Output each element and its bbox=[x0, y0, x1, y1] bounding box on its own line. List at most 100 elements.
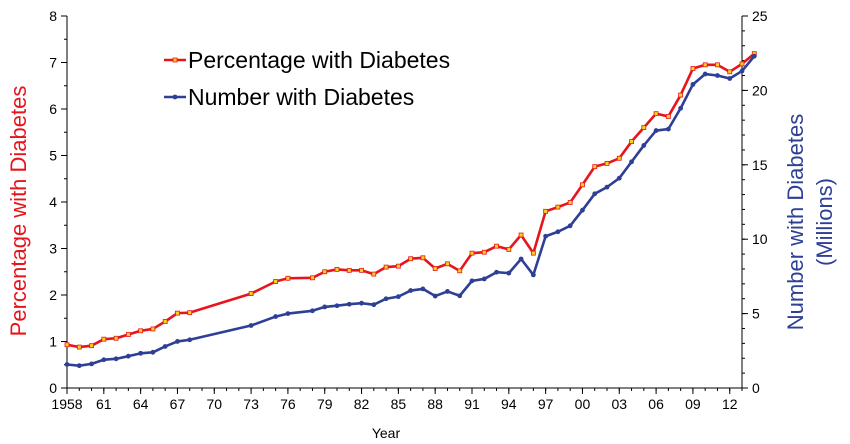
percentage-point bbox=[420, 255, 426, 261]
percentage-point bbox=[494, 243, 499, 249]
legend: Percentage with Diabetes Number with Diab… bbox=[164, 47, 450, 110]
left-y-tick-label: 3 bbox=[49, 241, 57, 257]
number-point bbox=[138, 350, 144, 356]
x-tick-label: 12 bbox=[722, 396, 738, 412]
x-tick-label: 88 bbox=[427, 396, 443, 412]
number-point bbox=[592, 191, 598, 197]
percentage-point bbox=[629, 139, 634, 144]
right-y-tick-label: 20 bbox=[752, 82, 768, 98]
number-point bbox=[113, 356, 119, 362]
x-tick-label: 97 bbox=[538, 396, 554, 412]
number-point bbox=[629, 159, 634, 165]
legend-label-number: Number with Diabetes bbox=[188, 84, 414, 110]
number-point bbox=[334, 303, 340, 309]
number-point bbox=[604, 184, 610, 190]
left-y-tick-label: 7 bbox=[49, 55, 57, 71]
percentage-point bbox=[64, 342, 70, 348]
right-y-tick-label: 5 bbox=[752, 306, 760, 322]
percentage-point bbox=[727, 69, 733, 75]
series-percentage bbox=[64, 51, 757, 350]
percentage-point bbox=[175, 310, 180, 316]
percentage-point bbox=[89, 343, 94, 349]
percentage-point bbox=[138, 328, 144, 334]
percentage-point bbox=[101, 336, 107, 342]
legend-marker-number bbox=[172, 94, 178, 100]
percentage-point bbox=[371, 271, 377, 277]
x-tick-label: 67 bbox=[170, 396, 186, 412]
x-tick-label: 94 bbox=[501, 396, 517, 412]
percentage-point bbox=[334, 267, 340, 272]
left-y-tick-label: 5 bbox=[49, 148, 57, 164]
x-tick-label: 73 bbox=[243, 396, 259, 412]
right-y-tick-label: 10 bbox=[752, 231, 768, 247]
percentage-point bbox=[310, 275, 315, 281]
right-y-axis-title-line1: Number with Diabetes bbox=[783, 114, 808, 330]
percentage-point bbox=[641, 125, 647, 130]
percentage-point bbox=[395, 263, 401, 269]
number-point bbox=[530, 272, 536, 278]
number-point bbox=[665, 126, 671, 132]
right-y-axis-title-line2: (Millions) bbox=[812, 178, 837, 266]
number-point bbox=[420, 286, 426, 292]
percentage-point bbox=[162, 319, 168, 324]
number-point bbox=[702, 71, 708, 77]
number-point bbox=[101, 357, 107, 363]
number-point bbox=[371, 302, 377, 308]
right-y-tick-label: 15 bbox=[752, 157, 768, 173]
number-point bbox=[727, 76, 733, 81]
percentage-point bbox=[604, 161, 610, 166]
number-point bbox=[567, 223, 573, 229]
percentage-point bbox=[580, 182, 585, 188]
percentage-point bbox=[346, 267, 352, 273]
left-y-tick-label: 6 bbox=[49, 101, 57, 117]
number-point bbox=[285, 311, 291, 316]
number-point bbox=[395, 294, 401, 300]
percentage-point bbox=[76, 344, 82, 350]
x-tick-label: 61 bbox=[96, 396, 112, 412]
number-point bbox=[248, 323, 254, 328]
x-tick-label: 64 bbox=[133, 396, 149, 412]
number-point bbox=[641, 143, 647, 148]
legend-marker-percentage bbox=[172, 57, 178, 63]
legend-label-percentage: Percentage with Diabetes bbox=[188, 47, 450, 73]
percentage-point bbox=[715, 62, 720, 68]
percentage-point bbox=[481, 249, 487, 255]
x-tick-label: 00 bbox=[575, 396, 591, 412]
number-point bbox=[150, 349, 156, 355]
x-tick-label: 76 bbox=[280, 396, 296, 412]
left-y-axis-title: Percentage with Diabetes bbox=[6, 86, 31, 337]
number-point bbox=[187, 337, 193, 343]
percentage-point bbox=[518, 232, 524, 238]
percentage-point bbox=[616, 155, 622, 161]
number-point bbox=[715, 73, 720, 78]
number-point bbox=[175, 339, 180, 344]
percentage-point bbox=[543, 208, 549, 214]
number-point bbox=[346, 301, 352, 307]
percentage-point bbox=[530, 250, 536, 256]
left-y-tick-label: 4 bbox=[49, 194, 57, 210]
number-point bbox=[322, 304, 328, 310]
percentage-point bbox=[653, 111, 659, 117]
percentage-point bbox=[125, 332, 131, 337]
x-tick-label: 1958 bbox=[51, 396, 82, 412]
number-point bbox=[678, 105, 684, 111]
number-point bbox=[580, 207, 585, 213]
number-point bbox=[273, 314, 279, 319]
percentage-point bbox=[248, 291, 254, 297]
left-y-tick-label: 8 bbox=[49, 8, 57, 24]
number-point bbox=[408, 288, 414, 293]
x-tick-label: 79 bbox=[317, 396, 333, 412]
x-axis-title: Year bbox=[372, 425, 401, 441]
number-point bbox=[555, 229, 561, 235]
percentage-point bbox=[408, 256, 414, 262]
number-point bbox=[690, 82, 696, 87]
number-point bbox=[445, 289, 450, 294]
number-point bbox=[518, 256, 524, 262]
percentage-point bbox=[678, 92, 684, 98]
percentage-point bbox=[592, 164, 598, 170]
x-tick-label: 06 bbox=[648, 396, 664, 412]
percentage-point bbox=[702, 62, 708, 68]
number-point bbox=[469, 278, 475, 284]
x-tick-label: 91 bbox=[464, 396, 480, 412]
